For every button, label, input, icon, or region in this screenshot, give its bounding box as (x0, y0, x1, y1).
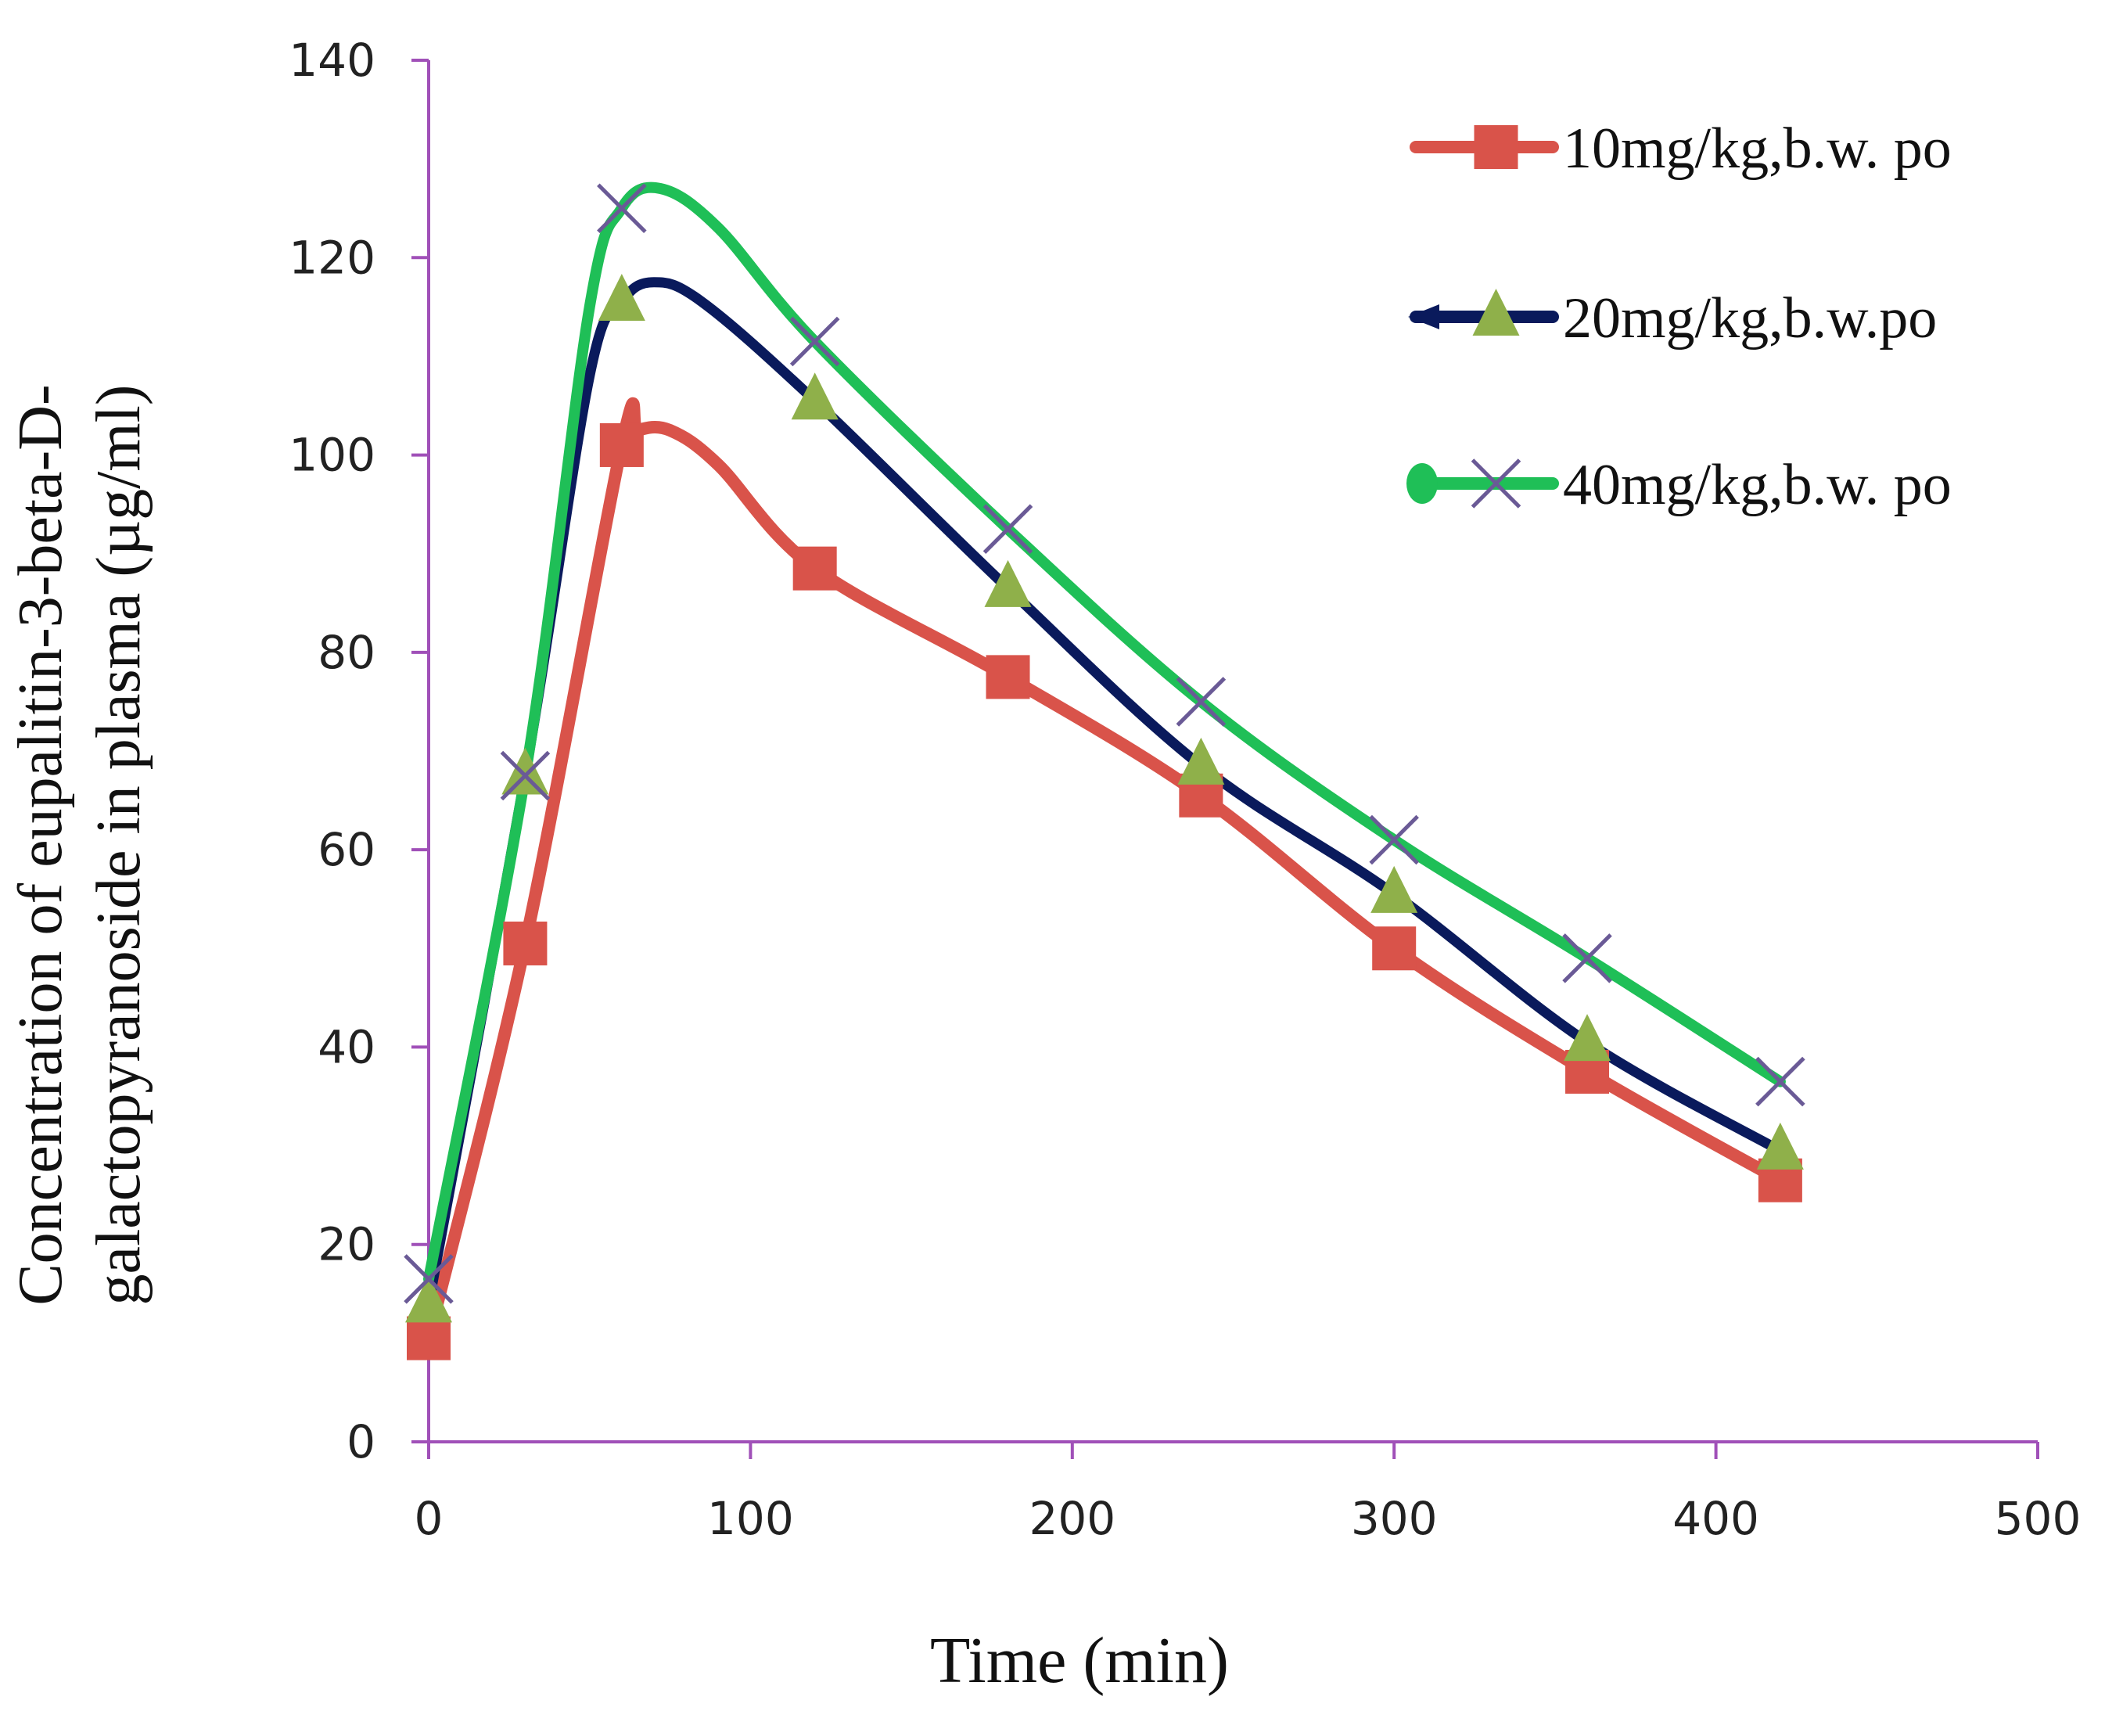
markers-40mg-kg-b-w-po (404, 183, 1805, 1304)
legend-item-40mg-kg-b-w-po: 40mg/kg,b.w. po (1406, 453, 1952, 517)
axes: 0 20 40 60 80 100 120 140 0 100 200 300 400 500 (289, 34, 2081, 1545)
legend-line-cap (1406, 463, 1438, 504)
x-tick-label: 0 (415, 1492, 444, 1545)
data-point-triangle (501, 747, 549, 795)
y-tick-label: 120 (289, 231, 375, 284)
y-tick-label: 40 (318, 1020, 375, 1073)
y-axis-title-line-1: Concentration of eupalitin-3-beta-D- (6, 384, 75, 1305)
legend-label: 40mg/kg,b.w. po (1563, 453, 1952, 517)
data-point-square (503, 921, 548, 965)
data-point-square (1372, 926, 1417, 971)
legend-label: 10mg/kg,b.w. po (1563, 117, 1952, 181)
data-point-x (500, 750, 551, 801)
data-point-triangle (1564, 1014, 1611, 1062)
markers-10mg-kg-b-w-po (407, 422, 1802, 1360)
data-point-x (789, 316, 840, 367)
data-point-triangle (984, 559, 1032, 607)
series-40mg-kg-b-w-po (423, 182, 1786, 1285)
series-line-10mg-kg-b-w-po (422, 397, 1787, 1345)
series-10mg-kg-b-w-po (422, 397, 1787, 1345)
data-point-square (599, 422, 644, 467)
legend-marker-triangle (1472, 289, 1520, 336)
legend-label: 20mg/kg,b.w.po (1563, 286, 1937, 350)
data-point-triangle (1756, 1122, 1804, 1170)
data-point-x (982, 504, 1033, 554)
data-point-x (1176, 677, 1227, 727)
legend-arrow (1408, 304, 1439, 329)
y-tick-label: 0 (347, 1415, 375, 1468)
y-tick-label: 140 (289, 34, 375, 87)
data-point-triangle (791, 372, 839, 420)
legend-marker-x (1471, 458, 1521, 509)
data-point-triangle (405, 1275, 452, 1323)
data-point-x (404, 1254, 454, 1304)
x-tick-label: 400 (1672, 1492, 1759, 1545)
data-point-triangle (1177, 737, 1225, 785)
data-point-square (407, 1316, 451, 1360)
y-tick-label: 60 (318, 823, 375, 876)
data-point-x (1755, 1056, 1805, 1107)
data-point-x (597, 183, 647, 233)
legend-item-20mg-kg-b-w-po: 20mg/kg,b.w.po (1408, 286, 1937, 350)
series-line-40mg-kg-b-w-po (423, 182, 1786, 1285)
data-point-x (1369, 814, 1419, 865)
y-tick-label: 80 (318, 626, 375, 679)
data-point-square (986, 655, 1030, 699)
x-tick-label: 500 (1995, 1492, 2082, 1545)
data-point-triangle (1370, 865, 1418, 913)
y-tick-label: 100 (289, 429, 375, 482)
legend-item-10mg-kg-b-w-po: 10mg/kg,b.w. po (1410, 117, 1952, 181)
data-point-triangle (598, 274, 645, 322)
y-axis-title: Concentration of eupalitin-3-beta-D- gal… (6, 384, 153, 1305)
series-layer (404, 182, 1805, 1360)
y-tick-label: 20 (318, 1218, 375, 1271)
legend: 10mg/kg,b.w. po 20mg/kg,b.w.po 40mg/kg,b.w… (1406, 117, 1952, 517)
y-axis-title-line-2: galactopyranoside in plasma (µg/ml) (84, 385, 153, 1306)
x-axis-title: Time (min) (930, 1624, 1229, 1697)
data-point-square (792, 546, 837, 591)
x-tick-label: 200 (1029, 1492, 1115, 1545)
markers-20mg-kg-b-w-po (405, 274, 1804, 1323)
x-tick-label: 100 (707, 1492, 794, 1545)
data-point-x (1562, 933, 1612, 983)
legend-marker-square (1474, 125, 1518, 169)
x-tick-label: 300 (1351, 1492, 1438, 1545)
